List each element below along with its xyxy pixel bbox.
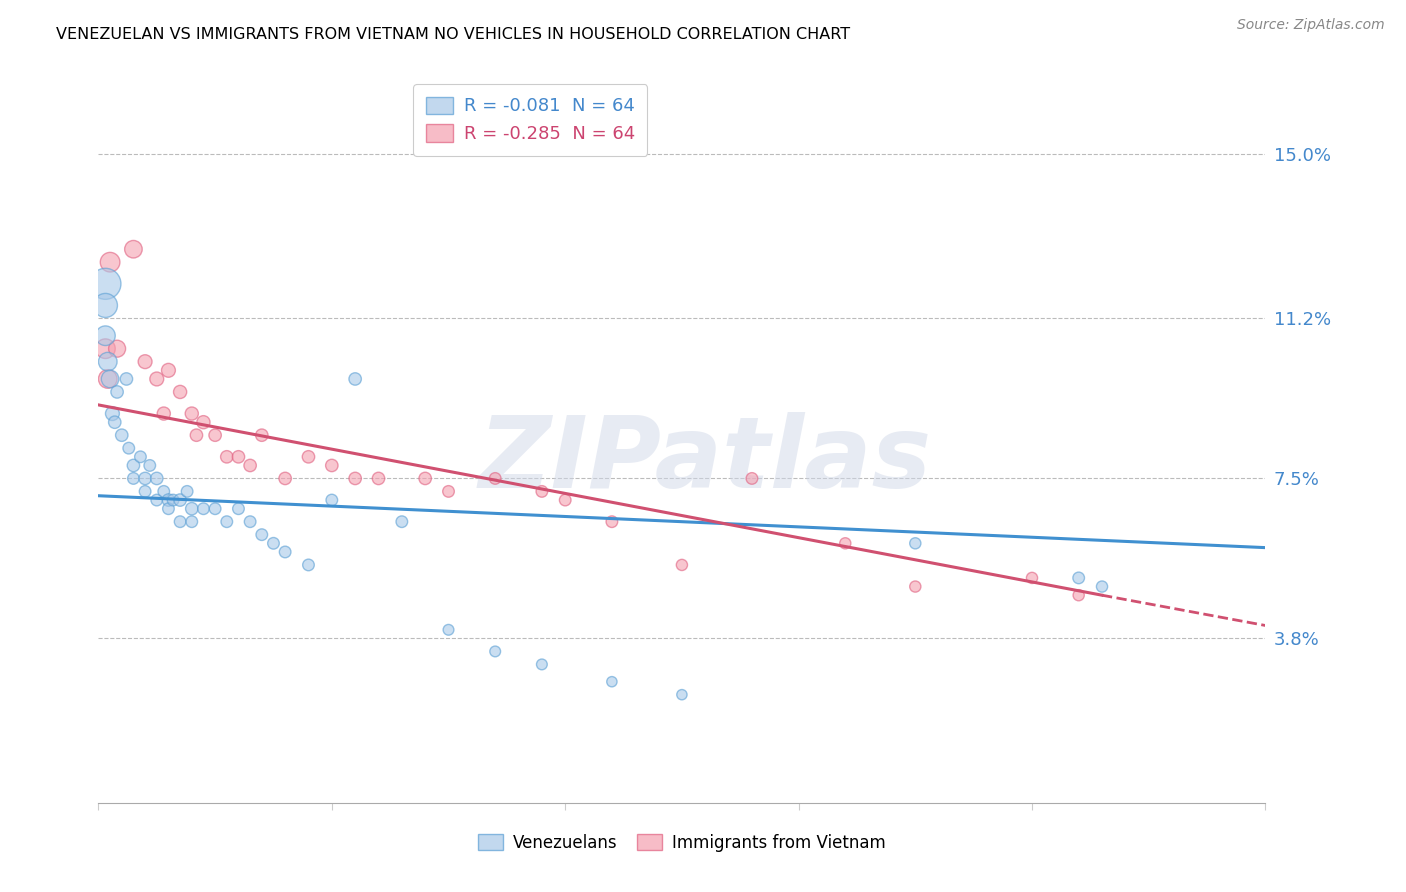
Point [228, 501, 250, 516]
Point [262, 536, 284, 550]
Point [101, 407, 124, 421]
Point [94, 342, 117, 356]
Point [904, 580, 927, 594]
Point [129, 450, 152, 464]
Point [97, 372, 120, 386]
Point [169, 384, 191, 399]
Point [1067, 588, 1090, 602]
Point [239, 458, 262, 473]
Point [344, 372, 367, 386]
Point [193, 415, 215, 429]
Point [104, 415, 127, 429]
Point [239, 515, 262, 529]
Point [297, 558, 319, 572]
Point [94, 277, 117, 291]
Text: ZIPatlas: ZIPatlas [478, 412, 932, 508]
Point [157, 493, 180, 508]
Point [228, 450, 250, 464]
Point [274, 545, 297, 559]
Text: Source: ZipAtlas.com: Source: ZipAtlas.com [1237, 18, 1385, 32]
Point [413, 471, 436, 485]
Point [98, 372, 121, 386]
Point [671, 688, 693, 702]
Point [600, 674, 623, 689]
Point [105, 384, 128, 399]
Point [186, 428, 208, 442]
Point [530, 657, 553, 672]
Point [180, 501, 202, 516]
Point [321, 458, 343, 473]
Point [134, 354, 156, 368]
Point [176, 484, 198, 499]
Point [600, 515, 623, 529]
Point [321, 493, 343, 508]
Point [169, 493, 191, 508]
Point [146, 372, 169, 386]
Point [1021, 571, 1043, 585]
Point [741, 471, 763, 485]
Point [484, 644, 506, 658]
Point [904, 536, 927, 550]
Point [94, 298, 117, 312]
Point [437, 484, 460, 499]
Text: VENEZUELAN VS IMMIGRANTS FROM VIETNAM NO VEHICLES IN HOUSEHOLD CORRELATION CHART: VENEZUELAN VS IMMIGRANTS FROM VIETNAM NO… [56, 27, 851, 42]
Point [671, 558, 693, 572]
Point [115, 372, 138, 386]
Point [215, 515, 238, 529]
Point [344, 471, 367, 485]
Point [215, 450, 238, 464]
Point [169, 515, 191, 529]
Point [152, 484, 174, 499]
Point [157, 501, 180, 516]
Point [139, 458, 162, 473]
Point [157, 363, 180, 377]
Point [134, 484, 156, 499]
Point [274, 471, 297, 485]
Point [146, 493, 169, 508]
Point [484, 471, 506, 485]
Point [204, 501, 226, 516]
Point [118, 441, 141, 455]
Legend: Venezuelans, Immigrants from Vietnam: Venezuelans, Immigrants from Vietnam [471, 828, 893, 859]
Point [122, 242, 145, 256]
Point [152, 407, 174, 421]
Point [111, 428, 134, 442]
Point [122, 471, 145, 485]
Point [391, 515, 413, 529]
Point [193, 501, 215, 516]
Point [97, 354, 120, 368]
Point [530, 484, 553, 499]
Point [554, 493, 576, 508]
Point [834, 536, 856, 550]
Point [98, 255, 121, 269]
Point [1091, 580, 1114, 594]
Point [122, 458, 145, 473]
Point [297, 450, 319, 464]
Point [437, 623, 460, 637]
Point [94, 328, 117, 343]
Point [134, 471, 156, 485]
Point [367, 471, 389, 485]
Point [1067, 571, 1090, 585]
Point [180, 407, 202, 421]
Point [146, 471, 169, 485]
Point [250, 527, 273, 541]
Point [162, 493, 184, 508]
Point [250, 428, 273, 442]
Point [105, 342, 128, 356]
Point [180, 515, 202, 529]
Point [204, 428, 226, 442]
